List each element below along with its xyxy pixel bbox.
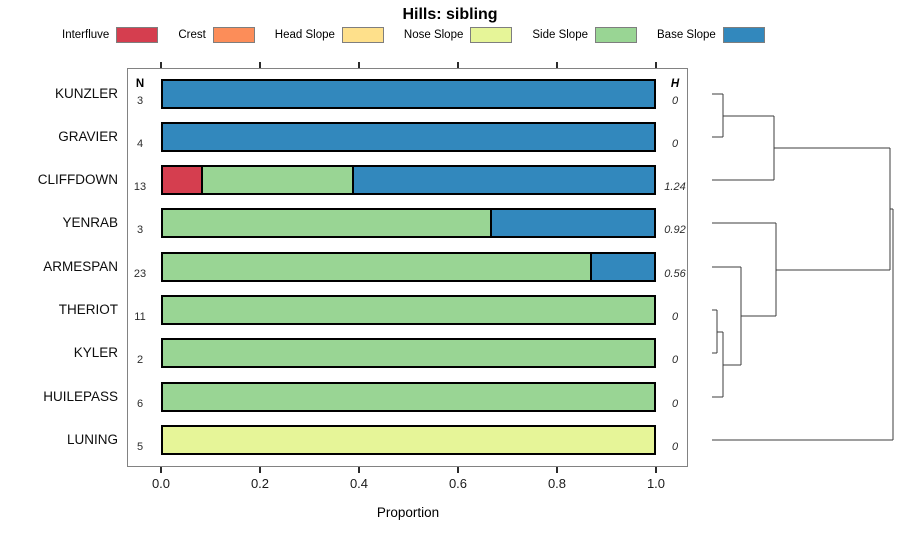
legend-item: Side Slope bbox=[532, 26, 637, 43]
n-value: 2 bbox=[136, 354, 144, 367]
n-value: 4 bbox=[136, 137, 144, 150]
bar-segment bbox=[200, 167, 353, 194]
bar-segment bbox=[163, 340, 654, 367]
row-label: GRAVIER bbox=[58, 128, 118, 144]
bar-segment bbox=[163, 297, 654, 323]
row-label: HUILEPASS bbox=[43, 388, 118, 404]
row-label: THERIOT bbox=[58, 302, 118, 317]
bar-segment bbox=[590, 253, 654, 280]
legend-label: Interfluve bbox=[62, 28, 110, 41]
legend-swatch bbox=[341, 26, 384, 43]
x-axis-tick-top bbox=[259, 62, 261, 68]
n-value: 13 bbox=[133, 181, 147, 194]
legend-label: Crest bbox=[178, 28, 206, 41]
stacked-bar bbox=[161, 295, 656, 325]
stacked-bar bbox=[161, 208, 656, 239]
legend-swatch bbox=[116, 26, 159, 43]
legend-label: Base Slope bbox=[657, 28, 716, 41]
legend-swatch bbox=[470, 26, 513, 43]
legend-item: Head Slope bbox=[274, 26, 384, 43]
bar-segment bbox=[163, 123, 654, 150]
legend-label: Side Slope bbox=[532, 28, 588, 41]
x-axis-tick-label: 0.6 bbox=[448, 476, 468, 491]
bar-segment bbox=[163, 253, 591, 280]
n-value: 23 bbox=[133, 267, 147, 280]
n-value: 3 bbox=[136, 94, 144, 107]
n-value: 3 bbox=[136, 224, 144, 237]
stacked-bar bbox=[161, 251, 656, 282]
legend-swatch bbox=[595, 26, 637, 43]
legend-swatch bbox=[212, 26, 255, 43]
h-value: 0 bbox=[671, 94, 679, 107]
n-value: 5 bbox=[136, 440, 144, 453]
bar-segment bbox=[163, 383, 654, 410]
x-axis-tick-top bbox=[160, 62, 162, 68]
x-axis-tick-label: 1.0 bbox=[646, 476, 666, 491]
x-axis-tick-bottom bbox=[655, 467, 657, 473]
x-axis-tick-bottom bbox=[259, 467, 261, 473]
x-axis-tick-bottom bbox=[160, 467, 162, 473]
row-label: ARMESPAN bbox=[43, 258, 118, 274]
h-value: 1.24 bbox=[664, 181, 686, 194]
bar-segment bbox=[163, 210, 491, 237]
stacked-bar bbox=[161, 338, 656, 369]
stacked-bar bbox=[161, 381, 656, 412]
stacked-bar bbox=[161, 165, 656, 196]
x-axis-tick-top bbox=[358, 62, 360, 68]
x-axis-tick-label: 0.0 bbox=[151, 476, 171, 491]
x-axis-tick-bottom bbox=[556, 467, 558, 473]
x-axis-tick-bottom bbox=[358, 467, 360, 473]
chart-title: Hills: sibling bbox=[402, 6, 498, 23]
x-axis-tick-bottom bbox=[457, 467, 459, 473]
bar-segment bbox=[163, 167, 201, 194]
n-value: 11 bbox=[134, 311, 146, 323]
legend: Interfluve Crest Head Slope Nose Slope Side … bbox=[62, 25, 765, 44]
x-axis-label: Proportion bbox=[376, 505, 440, 520]
h-value: 0 bbox=[671, 311, 679, 323]
stacked-bar bbox=[161, 424, 656, 455]
bar-segment bbox=[490, 210, 654, 237]
bar-segment bbox=[163, 426, 654, 453]
x-axis-tick-label: 0.2 bbox=[250, 476, 270, 491]
legend-swatch bbox=[722, 26, 765, 43]
h-value: 0 bbox=[671, 440, 679, 453]
legend-item: Base Slope bbox=[657, 26, 765, 43]
legend-item: Crest bbox=[178, 26, 255, 43]
h-value: 0.56 bbox=[664, 267, 686, 280]
row-label: KUNZLER bbox=[54, 85, 118, 101]
h-value: 0 bbox=[671, 397, 679, 410]
h-value: 0 bbox=[671, 354, 679, 367]
h-value: 0.92 bbox=[664, 224, 686, 237]
bar-segment bbox=[163, 80, 654, 107]
x-axis-tick-label: 0.4 bbox=[349, 476, 369, 491]
x-axis-tick-top bbox=[457, 62, 459, 68]
legend-label: Nose Slope bbox=[403, 28, 464, 41]
row-label: CLIFFDOWN bbox=[37, 172, 118, 188]
row-label: YENRAB bbox=[62, 215, 118, 231]
legend-label: Head Slope bbox=[274, 28, 335, 41]
row-label: LUNING bbox=[66, 431, 118, 447]
x-axis-tick-top bbox=[556, 62, 558, 68]
stacked-bar bbox=[161, 78, 656, 109]
stacked-bar bbox=[161, 121, 656, 152]
legend-item: Interfluve bbox=[62, 26, 159, 43]
row-label: KYLER bbox=[73, 345, 118, 361]
h-column-header: H bbox=[670, 78, 680, 90]
x-axis-tick-top bbox=[655, 62, 657, 68]
x-axis-tick-label: 0.8 bbox=[547, 476, 567, 491]
bar-segment bbox=[352, 167, 654, 194]
h-value: 0 bbox=[671, 137, 679, 150]
legend-item: Nose Slope bbox=[403, 26, 513, 43]
n-column-header: N bbox=[135, 78, 145, 90]
n-value: 6 bbox=[136, 397, 144, 410]
